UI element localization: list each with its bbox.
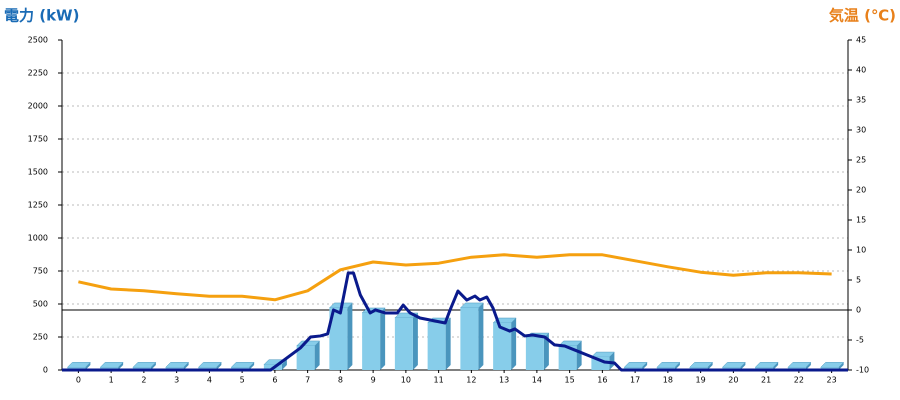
x-tick-label: 20 bbox=[728, 376, 738, 385]
y2-tick-label: 0 bbox=[856, 306, 861, 315]
x-tick-label: 5 bbox=[240, 376, 245, 385]
y2-tick-label: 45 bbox=[856, 36, 866, 45]
y-tick-label: 0 bbox=[43, 366, 48, 375]
bar-side bbox=[576, 340, 582, 370]
y2-tick-label: 10 bbox=[856, 246, 866, 255]
y2-tick-label: 40 bbox=[856, 66, 866, 75]
y2-tick-label: 35 bbox=[856, 96, 866, 105]
bar-side bbox=[543, 333, 549, 370]
bar-side bbox=[216, 362, 222, 370]
bar bbox=[525, 338, 544, 370]
x-tick-label: 8 bbox=[338, 376, 343, 385]
x-tick-label: 4 bbox=[207, 376, 212, 385]
y-tick-label: 2000 bbox=[28, 102, 48, 111]
x-tick-label: 3 bbox=[174, 376, 179, 385]
y2-tick-label: 25 bbox=[856, 156, 866, 165]
x-tick-label: 15 bbox=[565, 376, 575, 385]
bar-side bbox=[281, 359, 287, 370]
x-tick-label: 18 bbox=[663, 376, 673, 385]
bar-side bbox=[347, 302, 353, 370]
x-tick-label: 13 bbox=[499, 376, 509, 385]
bar bbox=[427, 323, 446, 370]
x-tick-label: 9 bbox=[371, 376, 376, 385]
x-tick-label: 2 bbox=[141, 376, 146, 385]
chart-title: 電力 (kW) bbox=[4, 7, 79, 25]
y2-tick-label: 15 bbox=[856, 216, 866, 225]
y-tick-label: 1000 bbox=[28, 234, 48, 243]
bar-side bbox=[838, 362, 844, 370]
x-tick-label: 22 bbox=[794, 376, 804, 385]
y-tick-label: 2250 bbox=[28, 69, 48, 78]
x-tick-label: 1 bbox=[109, 376, 114, 385]
bar-side bbox=[674, 362, 680, 370]
bar-side bbox=[314, 340, 320, 370]
x-tick-label: 10 bbox=[401, 376, 411, 385]
y2-title: 気温 (℃) bbox=[829, 7, 896, 25]
line bbox=[78, 253, 832, 302]
bar bbox=[558, 345, 577, 370]
bar-side bbox=[412, 312, 418, 370]
x-tick-label: 11 bbox=[434, 376, 444, 385]
bar-side bbox=[773, 362, 779, 370]
bar-side bbox=[740, 362, 746, 370]
x-tick-label: 16 bbox=[597, 376, 607, 385]
y2-tick-label: -5 bbox=[856, 336, 864, 345]
x-tick-label: 0 bbox=[76, 376, 81, 385]
bar bbox=[493, 323, 512, 370]
bar-side bbox=[380, 307, 386, 370]
bar-side bbox=[150, 362, 156, 370]
x-tick-label: 6 bbox=[272, 376, 277, 385]
y-tick-label: 1750 bbox=[28, 135, 48, 144]
bar-side bbox=[707, 362, 713, 370]
bar-side bbox=[609, 352, 615, 370]
bar-side bbox=[511, 318, 517, 370]
line bbox=[62, 271, 848, 372]
y-tick-label: 250 bbox=[33, 333, 48, 342]
bar bbox=[362, 312, 381, 370]
y-tick-label: 2500 bbox=[28, 36, 48, 45]
bar-side bbox=[118, 362, 124, 370]
bar-side bbox=[445, 318, 451, 370]
bar-side bbox=[85, 362, 91, 370]
y2-tick-label: 20 bbox=[856, 186, 866, 195]
bar bbox=[591, 357, 610, 370]
bar bbox=[296, 345, 315, 370]
y2-tick-label: 5 bbox=[856, 276, 861, 285]
x-tick-label: 21 bbox=[761, 376, 771, 385]
y2-tick-label: -10 bbox=[856, 366, 869, 375]
x-tick-label: 12 bbox=[466, 376, 476, 385]
bar bbox=[394, 317, 413, 370]
x-tick-label: 17 bbox=[630, 376, 640, 385]
bar bbox=[329, 307, 348, 370]
y2-tick-label: 30 bbox=[856, 126, 866, 135]
x-tick-label: 19 bbox=[696, 376, 706, 385]
x-tick-label: 7 bbox=[305, 376, 310, 385]
x-tick-label: 23 bbox=[827, 376, 837, 385]
bar-side bbox=[642, 362, 648, 370]
bar-side bbox=[183, 362, 189, 370]
bar-side bbox=[249, 362, 255, 370]
bar-side bbox=[478, 302, 484, 370]
bar-side bbox=[805, 362, 811, 370]
bar bbox=[460, 307, 479, 370]
y-tick-label: 500 bbox=[33, 300, 48, 309]
x-tick-label: 14 bbox=[532, 376, 542, 385]
y-tick-label: 1250 bbox=[28, 201, 48, 210]
y-tick-label: 750 bbox=[33, 267, 48, 276]
y-tick-label: 1500 bbox=[28, 168, 48, 177]
